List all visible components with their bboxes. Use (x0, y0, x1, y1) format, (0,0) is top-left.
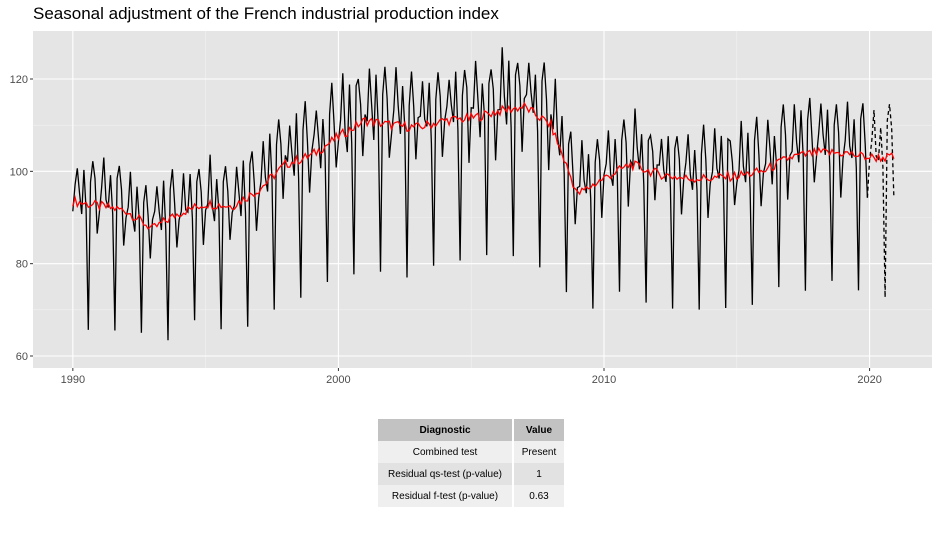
y-tick-label: 80 (16, 259, 28, 271)
x-tick-label: 2020 (857, 374, 881, 386)
diagnostic-cell: Combined test (378, 441, 512, 463)
x-tick-label: 2010 (592, 374, 616, 386)
table-header-row: Diagnostic Value (378, 419, 564, 441)
y-tick-label: 60 (16, 351, 28, 363)
table-row: Residual f-test (p-value) 0.63 (378, 485, 564, 507)
value-cell: 1 (514, 463, 564, 485)
diagnostic-cell: Residual f-test (p-value) (378, 485, 512, 507)
diagnostics-table: Diagnostic Value Combined test Present R… (376, 419, 566, 507)
chart-title: Seasonal adjustment of the French indust… (33, 4, 499, 23)
raw-forecast-line (866, 104, 895, 298)
line-chart: 60 80 100 120 1990 2000 2010 2020 (10, 31, 932, 386)
sa-series-line (72, 101, 895, 230)
header-value: Value (514, 419, 564, 441)
raw-series-line (72, 47, 869, 341)
table-row: Residual qs-test (p-value) 1 (378, 463, 564, 485)
value-cell: 0.63 (514, 485, 564, 507)
y-tick-label: 120 (10, 74, 28, 86)
table-row: Combined test Present (378, 441, 564, 463)
y-tick-label: 100 (10, 166, 28, 178)
diagnostic-cell: Residual qs-test (p-value) (378, 463, 512, 485)
header-diagnostic: Diagnostic (378, 419, 512, 441)
x-tick-label: 2000 (326, 374, 350, 386)
x-tick-label: 1990 (61, 374, 85, 386)
value-cell: Present (514, 441, 564, 463)
